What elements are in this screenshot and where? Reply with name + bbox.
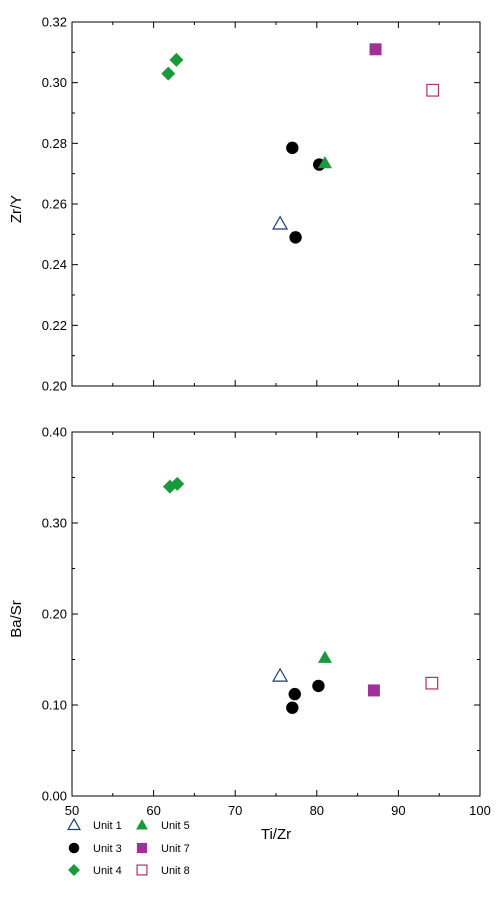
legend-label: Unit 3 [93, 843, 122, 855]
ba-sr-scatter-panel: 50 60 70 80 90 100 0.00 0.10 0.20 0.30 0.40 Ba/Sr Ti… [8, 425, 491, 844]
y-tick-label: 0.28 [42, 136, 67, 151]
legend-item: Unit 5 [136, 819, 190, 832]
data-point [317, 650, 332, 663]
legend-label: Unit 7 [161, 843, 190, 855]
series-unit-1 [272, 667, 289, 682]
series-unit-8 [425, 676, 439, 690]
plot-frame [71, 21, 481, 387]
y-tick-label: 0.20 [42, 607, 67, 622]
y-tick-label: 0.24 [42, 257, 67, 272]
y-tick-label: 0.20 [42, 379, 67, 394]
x-tick-label: 70 [228, 803, 242, 818]
legend-marker [136, 819, 148, 830]
x-tick-label: 80 [310, 803, 324, 818]
legend-item: Unit 7 [136, 842, 190, 855]
legend-item: Unit 1 [67, 817, 122, 832]
legend-label: Unit 5 [161, 820, 190, 832]
plot-frame [71, 431, 481, 797]
y-tick-label: 0.30 [42, 516, 67, 531]
data-point [425, 676, 439, 690]
x-tick-label: 50 [65, 803, 79, 818]
y-axis-title: Zr/Y [8, 195, 25, 223]
series-unit-5 [317, 156, 332, 169]
zr-y-scatter-panel: 0.20 0.22 0.24 0.26 0.28 0.30 0.32 Zr/Y [8, 15, 481, 394]
data-point [312, 679, 325, 693]
series-unit-8 [426, 83, 440, 97]
data-point [169, 52, 184, 67]
data-point [369, 43, 382, 56]
y-tick-label: 0.30 [42, 75, 67, 90]
data-point [288, 687, 301, 701]
legend-label: Unit 8 [161, 865, 190, 877]
data-point [317, 156, 332, 169]
data-point [272, 215, 289, 230]
y-tick-label: 0.10 [42, 698, 67, 713]
series-unit-4 [161, 52, 184, 81]
series-unit-7 [369, 43, 382, 56]
y-tick-label: 0.32 [42, 15, 67, 30]
x-tick-label: 90 [391, 803, 405, 818]
series-unit-3 [286, 141, 326, 244]
legend-marker [68, 864, 80, 876]
series-unit-4 [162, 476, 185, 494]
series-unit-5 [317, 650, 332, 663]
legend-item: Unit 3 [68, 842, 122, 855]
data-point [286, 701, 299, 714]
data-point [161, 66, 176, 81]
legend-marker [136, 842, 148, 854]
legend-label: Unit 4 [93, 865, 122, 877]
data-point [426, 83, 440, 97]
legend-marker [136, 864, 148, 876]
y-tick-label: 0.26 [42, 197, 67, 212]
series-unit-7 [367, 684, 380, 697]
y-tick-label: 0.40 [42, 425, 67, 440]
data-point [367, 684, 380, 697]
legend-item: Unit 4 [68, 864, 122, 877]
data-point [170, 476, 185, 491]
y-tick-label: 0.22 [42, 318, 67, 333]
legend-marker [67, 817, 81, 831]
legend-label: Unit 1 [93, 820, 122, 832]
data-point [286, 141, 299, 155]
series-unit-3 [286, 679, 325, 714]
legend-item: Unit 8 [136, 864, 190, 877]
legend-marker [68, 842, 80, 854]
series-unit-1 [272, 215, 289, 230]
data-point [272, 667, 289, 682]
x-tick-label: 60 [146, 803, 160, 818]
legend: Unit 1 Unit 3 Unit 4 Unit 5 Unit 7 Unit 8 [67, 817, 190, 877]
y-tick-label: 0.00 [42, 789, 67, 804]
x-axis-title: Ti/Zr [261, 826, 291, 843]
x-tick-label: 100 [469, 803, 491, 818]
data-point [289, 231, 302, 244]
y-axis-title: Ba/Sr [8, 600, 25, 638]
